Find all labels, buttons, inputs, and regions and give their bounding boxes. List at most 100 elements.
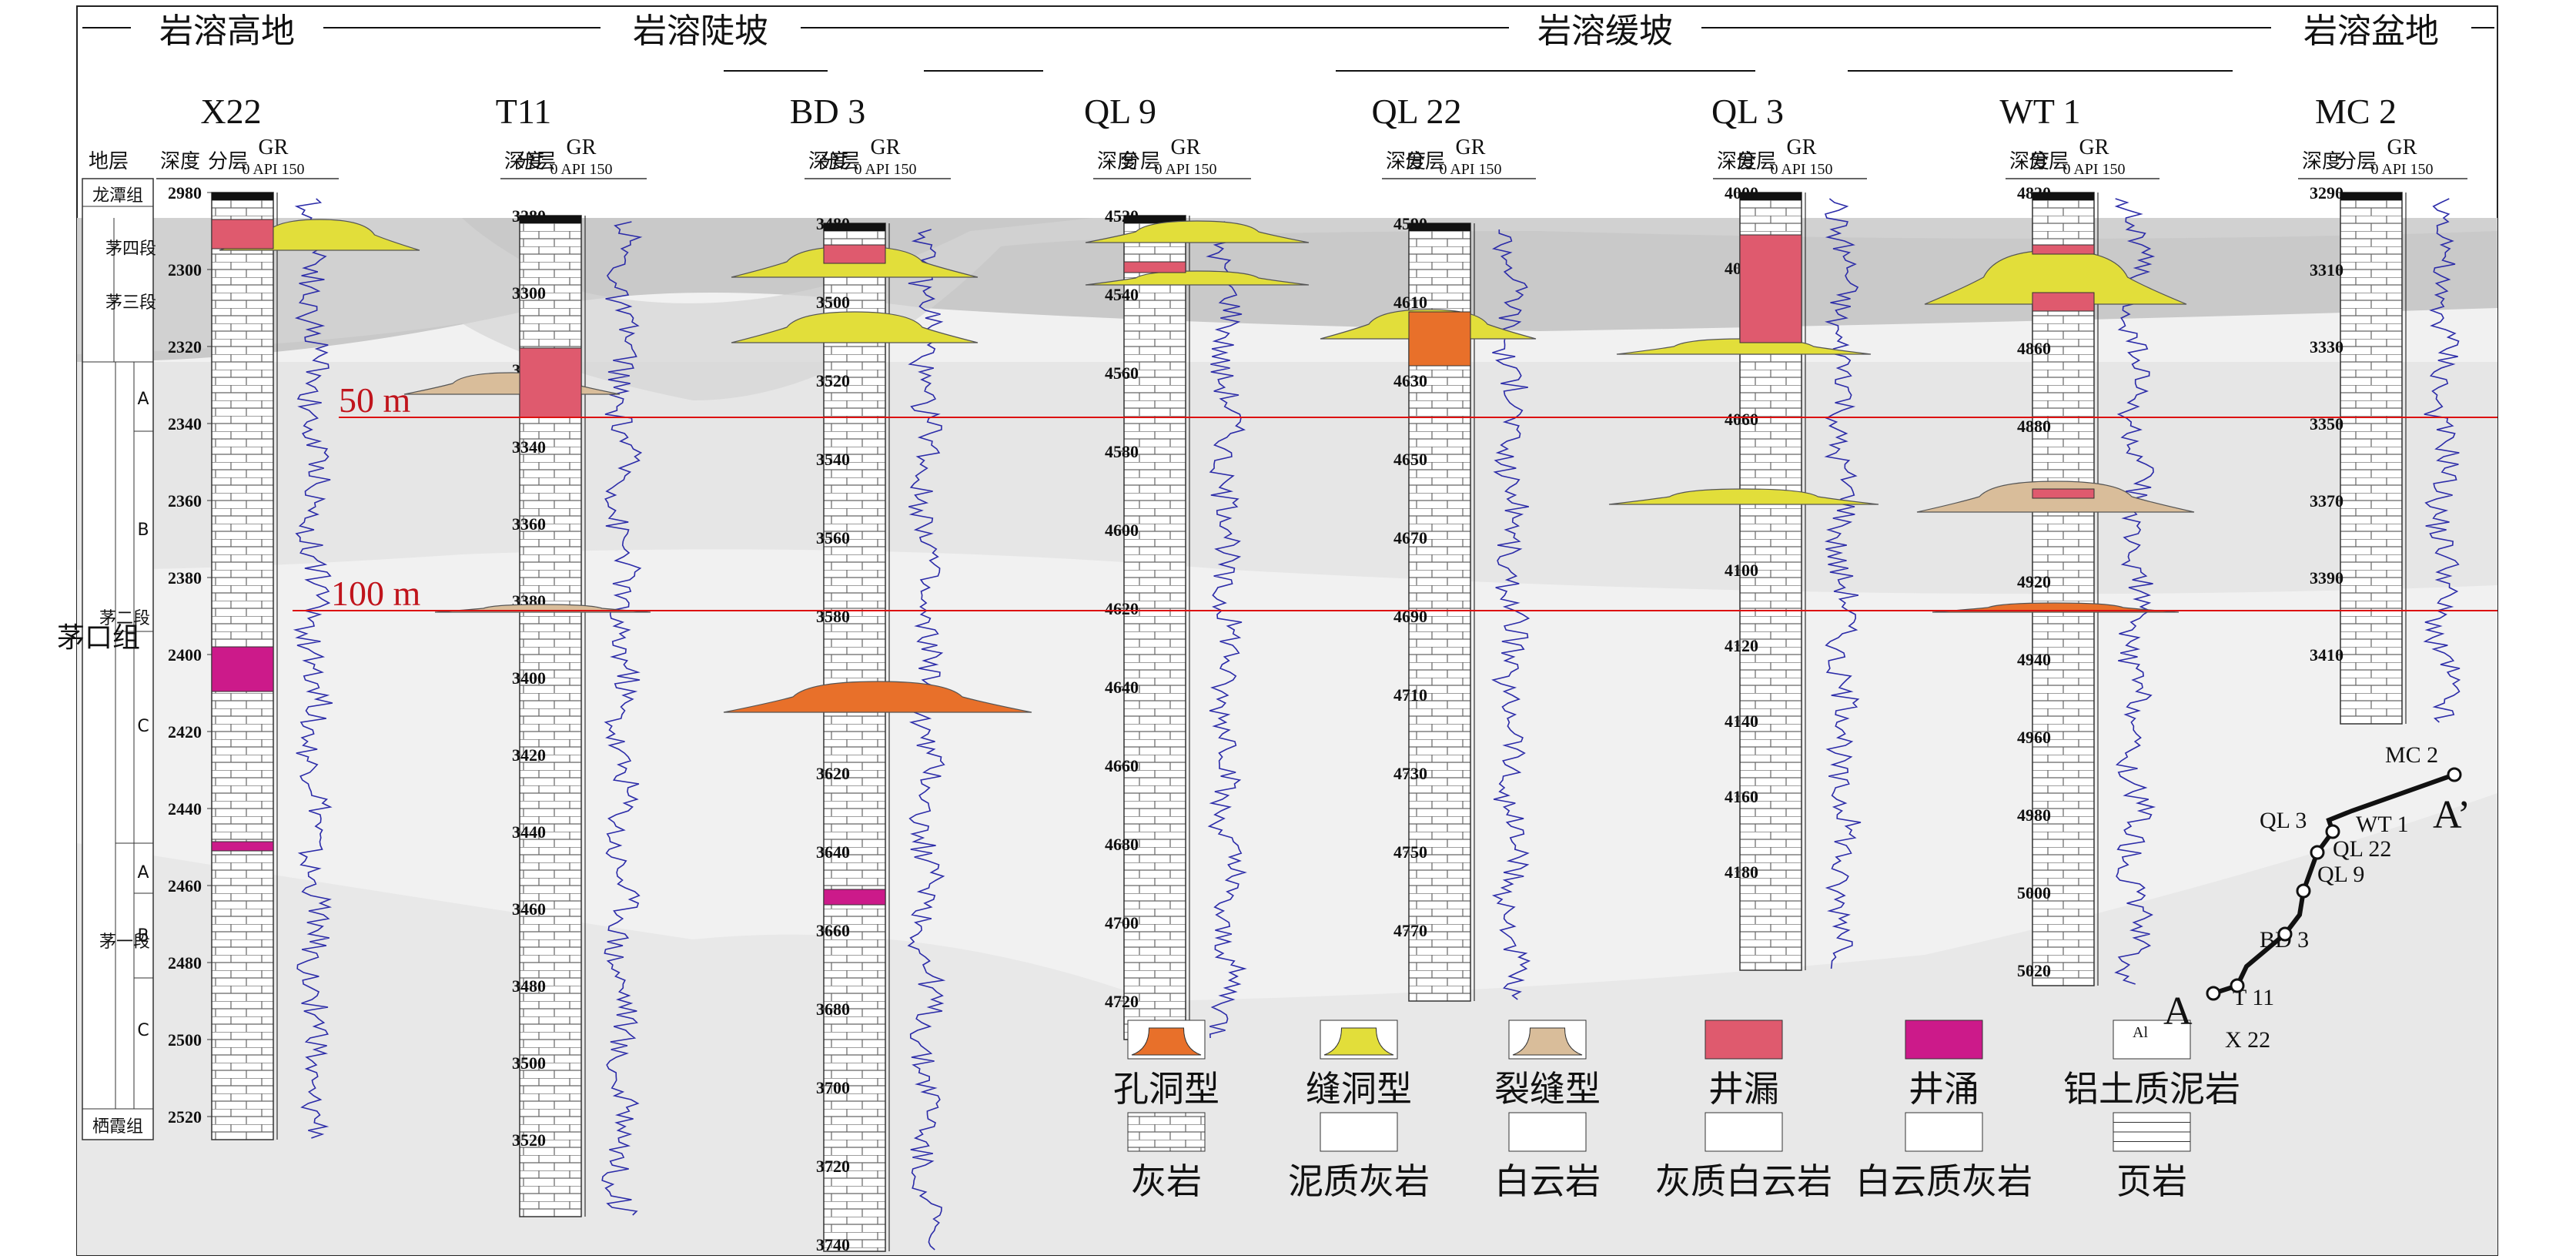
top-marker <box>2340 193 2402 200</box>
layer-header: 分层 <box>1120 150 1160 173</box>
marker-label-50m: 50 m <box>339 380 411 420</box>
map-point-label: X 22 <box>2225 1027 2270 1053</box>
well-name: QL 3 <box>1711 92 1784 131</box>
depth-header: 深度 <box>1097 150 1137 173</box>
formation-label: 茅口组 <box>57 622 140 654</box>
depth-tick: 2420 <box>168 722 202 742</box>
well-event-box <box>1123 261 1186 273</box>
legend-symbol <box>1320 1020 1398 1060</box>
map-point-label: QL 9 <box>2317 862 2364 887</box>
lithology-column <box>823 223 886 1252</box>
layer-header: 分层 <box>2337 150 2377 173</box>
depth-header: 深度 <box>1717 150 1757 173</box>
well-event-box <box>823 244 886 264</box>
legend-label: 页岩 <box>2116 1160 2187 1202</box>
legend-label: 缝洞型 <box>1306 1068 1412 1110</box>
legend-label: 井漏 <box>1708 1068 1779 1110</box>
legend-symbol <box>1508 1112 1587 1152</box>
depth-tick: 4650 <box>1393 450 1427 469</box>
gr-header: GR <box>1787 136 1817 159</box>
well-name: X22 <box>200 92 261 131</box>
depth-header: 深度 <box>2009 150 2049 173</box>
member-1-label: 茅一段 <box>99 933 150 952</box>
map-end-label: A’ <box>2433 793 2471 837</box>
gr-header: GR <box>259 136 289 159</box>
depth-header: 深度 <box>160 150 200 173</box>
well-event-box <box>1739 234 1802 343</box>
map-point-marker <box>2206 986 2221 1001</box>
lithology-column <box>2032 192 2095 986</box>
sub-a2-label: A <box>137 863 149 882</box>
depth-tick: 2340 <box>168 414 202 434</box>
layer-header: 分层 <box>516 150 556 173</box>
depth-tick: 4770 <box>1393 921 1427 940</box>
karst-body <box>1085 270 1310 286</box>
legend-symbol <box>1508 1020 1587 1060</box>
map-start-label: A <box>2163 989 2193 1033</box>
legend-label: 白云岩 <box>1494 1160 1601 1202</box>
depth-tick: 2360 <box>168 491 202 511</box>
legend-label: 灰质白云岩 <box>1655 1160 1832 1202</box>
map-point-marker <box>2277 926 2293 942</box>
depth-tick: 4880 <box>2017 417 2051 436</box>
legend-symbol <box>1705 1112 1783 1152</box>
legend-symbol <box>1905 1020 1983 1060</box>
legend-label: 孔洞型 <box>1113 1068 1219 1110</box>
legend-symbol <box>2113 1112 2191 1152</box>
karst-body <box>1608 488 1879 505</box>
gr-header: GR <box>2079 136 2109 159</box>
api-scale: 0 API 150 <box>1439 161 1501 178</box>
map-point-marker <box>2325 824 2340 839</box>
depth-tick: 4630 <box>1393 371 1427 390</box>
top-marker <box>1740 193 1802 200</box>
depth-tick: 4960 <box>2017 728 2051 747</box>
lithology-column <box>2340 192 2403 725</box>
well-name: QL 9 <box>1084 92 1156 131</box>
layer-header: 分层 <box>1405 150 1445 173</box>
well-name: BD 3 <box>790 92 865 131</box>
depth-tick: 2500 <box>168 1030 202 1050</box>
depth-tick: 4730 <box>1393 764 1427 783</box>
sub-c2-label: C <box>137 1021 149 1040</box>
depth-tick: 4590 <box>1393 214 1427 233</box>
gr-curve <box>601 221 643 1216</box>
gr-header: GR <box>2387 136 2417 159</box>
stratigraphic-column <box>82 178 154 1140</box>
member-4-label: 茅四段 <box>105 239 156 259</box>
map-point-marker <box>2310 845 2325 860</box>
api-scale: 0 API 150 <box>1770 161 1832 178</box>
well-event-box <box>2032 244 2095 255</box>
depth-tick: 4100 <box>1725 561 1758 580</box>
api-scale: 0 API 150 <box>2370 161 2433 178</box>
stratum-header: 地层 <box>89 150 129 173</box>
map-point-marker <box>2447 767 2462 782</box>
gr-header: GR <box>1456 136 1486 159</box>
top-marker <box>2032 193 2094 200</box>
map-point-label: QL 22 <box>2333 836 2391 862</box>
well-name: T11 <box>496 92 551 131</box>
svg-text:Al: Al <box>2133 1024 2148 1041</box>
lithology-column <box>1123 215 1186 1040</box>
well-event-box <box>211 646 274 692</box>
depth-tick: 2400 <box>168 645 202 665</box>
legend-label: 白云质灰岩 <box>1855 1160 2032 1202</box>
well-event-box <box>823 889 886 906</box>
depth-tick: 2300 <box>168 260 202 280</box>
legend-symbol <box>1905 1112 1983 1152</box>
well-event-box <box>211 841 274 852</box>
depth-tick: 4160 <box>1725 787 1758 806</box>
depth-tick: 2480 <box>168 953 202 973</box>
depth-tick: 4060 <box>1725 410 1758 429</box>
karst-body <box>723 681 1032 713</box>
depth-tick: 4140 <box>1725 712 1758 731</box>
depth-tick: 2980 <box>168 183 202 203</box>
depth-tick: 4940 <box>2017 650 2051 669</box>
sub-b2-label: B <box>137 926 149 946</box>
zone-label-steep-slope: 岩溶陡坡 <box>633 12 768 51</box>
depth-tick: 5000 <box>2017 883 2051 902</box>
well-event-box <box>211 219 274 249</box>
